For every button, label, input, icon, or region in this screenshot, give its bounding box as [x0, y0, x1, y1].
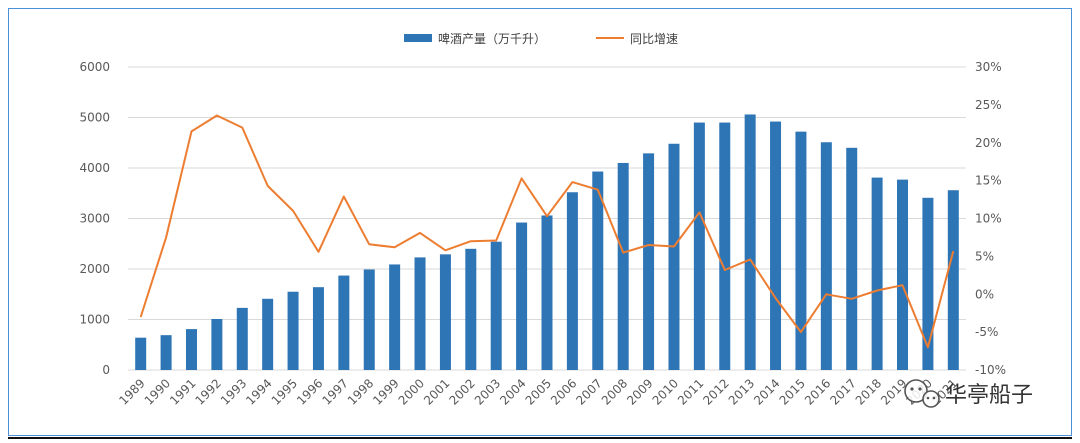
bar	[820, 142, 832, 370]
chart-frame	[8, 8, 1072, 436]
y-left-tick-label: 4000	[79, 161, 110, 175]
bar-series	[135, 114, 959, 370]
x-tick-label: 1993	[218, 376, 249, 407]
bar	[668, 143, 680, 370]
legend-line-label: 同比增速	[630, 32, 678, 46]
x-axis: 1989199019911992199319941995199619971998…	[116, 376, 960, 407]
bar	[770, 121, 782, 370]
y-axis-left: 0 1000 2000 3000 4000 5000 6000	[79, 60, 110, 377]
y-right-tick-label: 5%	[975, 249, 994, 263]
y-right-tick-label: 20%	[975, 136, 1002, 150]
x-tick-label: 1989	[116, 376, 147, 407]
x-tick-label: 2003	[472, 376, 503, 407]
x-tick-label: 1991	[167, 376, 198, 407]
y-left-tick-label: 3000	[79, 212, 110, 226]
x-tick-label: 1998	[345, 376, 376, 407]
watermark-text: 华亭船子	[945, 383, 1033, 408]
watermark: 华亭船子	[904, 379, 1033, 408]
x-tick-label: 2006	[548, 376, 579, 407]
x-tick-label: 1992	[193, 376, 224, 407]
x-tick-label: 2014	[751, 376, 782, 407]
bar	[414, 257, 426, 370]
x-tick-label: 1994	[243, 376, 274, 407]
bar	[160, 335, 172, 370]
legend-bar-label: 啤酒产量（万千升）	[438, 31, 546, 46]
bar	[693, 122, 705, 370]
y-right-tick-label: 15%	[975, 174, 1002, 188]
bar	[719, 122, 731, 370]
bar	[389, 264, 401, 370]
line-series	[139, 114, 955, 349]
x-tick-label: 1997	[319, 376, 350, 407]
x-tick-label: 1995	[269, 376, 300, 407]
x-tick-label: 2011	[675, 376, 706, 407]
bar	[516, 222, 528, 370]
bar	[643, 153, 655, 370]
bar	[922, 197, 934, 370]
y-axis-right: -10% -5% 0% 5% 10% 15% 20% 25% 30%	[975, 60, 1006, 377]
bar	[795, 131, 807, 370]
bar	[363, 269, 375, 370]
bar	[947, 190, 959, 370]
bar	[262, 298, 274, 370]
y-right-tick-label: 10%	[975, 212, 1002, 226]
x-tick-label: 2000	[396, 376, 427, 407]
wechat-icon	[904, 379, 940, 408]
bar	[465, 248, 477, 370]
y-left-tick-label: 5000	[79, 111, 110, 125]
legend: 啤酒产量（万千升） 同比增速	[404, 31, 678, 46]
growth-line	[139, 114, 955, 349]
bar	[490, 241, 502, 370]
y-left-tick-label: 6000	[79, 60, 110, 74]
bar	[287, 291, 299, 370]
x-tick-label: 2002	[446, 376, 477, 407]
bar	[135, 337, 147, 370]
bar	[897, 179, 909, 370]
bar	[541, 215, 553, 370]
bar	[566, 192, 578, 370]
x-tick-label: 2007	[573, 376, 604, 407]
y-right-tick-label: 25%	[975, 98, 1002, 112]
bar	[617, 162, 629, 370]
x-tick-label: 2009	[624, 376, 655, 407]
legend-bar-swatch	[404, 34, 432, 42]
x-tick-label: 2018	[853, 376, 884, 407]
x-tick-label: 1996	[294, 376, 325, 407]
bar	[592, 171, 604, 370]
x-tick-label: 1990	[142, 376, 173, 407]
x-tick-label: 2012	[700, 376, 731, 407]
y-right-tick-label: 0%	[975, 287, 994, 301]
bar	[338, 275, 350, 370]
x-tick-label: 2010	[650, 376, 681, 407]
bar	[185, 329, 197, 370]
y-left-tick-label: 1000	[79, 313, 110, 327]
x-tick-label: 2001	[421, 376, 452, 407]
y-right-tick-label: -5%	[975, 325, 998, 339]
x-tick-label: 2005	[523, 376, 554, 407]
bar	[211, 318, 223, 370]
y-left-tick-label: 2000	[79, 262, 110, 276]
y-right-tick-label: 30%	[975, 60, 1002, 74]
x-tick-label: 2017	[827, 376, 858, 407]
bar	[439, 254, 451, 370]
bar	[236, 307, 248, 370]
bar	[312, 287, 324, 370]
x-tick-label: 2004	[497, 376, 528, 407]
x-tick-label: 2016	[802, 376, 833, 407]
bar	[744, 114, 756, 370]
x-tick-label: 2008	[599, 376, 630, 407]
x-tick-label: 1999	[370, 376, 401, 407]
y-right-tick-label: -10%	[975, 363, 1006, 377]
y-left-tick-label: 0	[102, 363, 110, 377]
x-tick-label: 2013	[726, 376, 757, 407]
x-tick-label: 2015	[777, 376, 808, 407]
bar	[871, 177, 883, 370]
bar	[846, 147, 858, 370]
